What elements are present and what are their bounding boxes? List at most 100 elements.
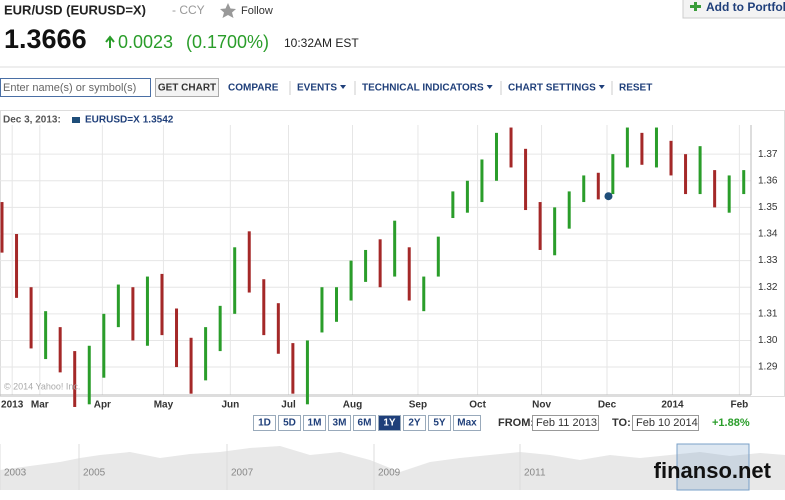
x-tick-label: Apr — [94, 400, 111, 411]
range-label[interactable]: Max — [457, 418, 477, 429]
y-tick-label: 1.30 — [758, 335, 778, 346]
up-arrow — [105, 35, 115, 48]
x-tick-label: 2014 — [661, 400, 684, 411]
range-label[interactable]: 2Y — [408, 418, 421, 429]
price-bar — [58, 327, 62, 373]
tooltip-series: EURUSD=X — [85, 115, 140, 126]
range-label[interactable]: 1M — [308, 418, 322, 429]
price-bar — [524, 148, 528, 211]
toolbar-link[interactable]: RESET — [619, 83, 652, 94]
time: 10:32AM EST — [284, 36, 359, 50]
navigator-window[interactable] — [676, 443, 750, 491]
price-bar — [567, 191, 571, 229]
toolbar-link[interactable]: EVENTS — [297, 83, 337, 94]
price-bar — [305, 340, 309, 405]
range-label[interactable]: 6M — [358, 418, 372, 429]
symbol-input[interactable] — [0, 78, 151, 97]
get-chart-button[interactable] — [155, 78, 219, 97]
price-bar — [465, 180, 469, 213]
price-bar — [44, 311, 48, 360]
x-tick-label: 2013 — [1, 400, 24, 411]
range-button[interactable] — [253, 415, 276, 431]
tooltip-date: Dec 3, 2013: — [3, 115, 61, 126]
from-input[interactable] — [532, 415, 599, 431]
x-tick-label: Jul — [281, 400, 296, 411]
x-tick-label: Aug — [343, 400, 362, 411]
x-tick-label: Mar — [31, 400, 49, 411]
toolbar-link[interactable]: COMPARE — [228, 83, 279, 94]
price-bar — [0, 202, 4, 253]
price-bar — [87, 345, 91, 405]
price-bar — [320, 287, 324, 333]
price-bar — [160, 273, 164, 336]
toolbar-link[interactable]: CHART SETTINGS — [508, 83, 596, 94]
price-bar — [625, 127, 629, 168]
price-bar — [553, 207, 557, 256]
price-bar — [247, 231, 251, 293]
y-tick-label: 1.32 — [758, 282, 778, 293]
x-tick-label: Jun — [221, 400, 239, 411]
get-chart-label[interactable]: GET CHART — [158, 83, 216, 94]
navigator-area — [0, 446, 785, 490]
price-bar — [596, 172, 600, 200]
price-bar — [422, 276, 426, 312]
price-bar — [335, 287, 339, 322]
x-tick-label: Nov — [532, 400, 551, 411]
symbol-title: EUR/USD (EURUSD=X) — [4, 2, 146, 17]
price-bar — [204, 327, 208, 381]
price-bar — [654, 127, 658, 168]
range-button[interactable] — [303, 415, 326, 431]
range-button[interactable] — [453, 415, 481, 431]
price-bar — [102, 313, 106, 378]
range-button[interactable] — [378, 415, 401, 431]
tooltip-marker — [604, 192, 613, 201]
to-date[interactable]: Feb 10 2014 — [636, 417, 698, 429]
price-bar — [684, 154, 688, 195]
range-button[interactable] — [353, 415, 376, 431]
y-tick-label: 1.34 — [758, 229, 778, 240]
range-label[interactable]: 5Y — [433, 418, 446, 429]
price-bar — [451, 191, 455, 219]
price-bar — [698, 146, 702, 195]
price-bar — [29, 287, 33, 349]
to-input[interactable] — [632, 415, 699, 431]
x-tick-label: Dec — [598, 400, 617, 411]
portfolio-button[interactable] — [682, 0, 785, 19]
y-tick-label: 1.35 — [758, 202, 778, 213]
price-bar — [73, 351, 77, 407]
follow-star[interactable] — [220, 3, 236, 18]
from-date[interactable]: Feb 11 2013 — [536, 417, 597, 429]
y-tick-label: 1.36 — [758, 175, 778, 186]
range-label[interactable]: 3M — [333, 418, 347, 429]
category: - CCY — [172, 3, 205, 17]
range-button[interactable] — [428, 415, 451, 431]
navigator-year: 2007 — [231, 468, 254, 479]
price-bar — [509, 127, 513, 168]
price-bar — [189, 337, 193, 394]
range-button[interactable] — [328, 415, 351, 431]
toolbar-link[interactable]: TECHNICAL INDICATORS — [362, 83, 484, 94]
tooltip-value: 1.3542 — [143, 115, 174, 126]
portfolio-label[interactable]: Add to Portfoli — [706, 0, 785, 14]
price: 1.3666 — [4, 24, 87, 54]
to-label: TO: — [612, 417, 631, 429]
input-placeholder[interactable]: Enter name(s) or symbol(s) — [3, 82, 136, 94]
range-button[interactable] — [403, 415, 426, 431]
range-label[interactable]: 1Y — [383, 418, 396, 429]
price-bar — [131, 287, 135, 341]
price-bar — [393, 220, 397, 277]
price-bar — [378, 239, 382, 288]
price-bar — [218, 305, 222, 352]
range-label[interactable]: 1D — [258, 418, 271, 429]
x-tick-label: May — [154, 400, 174, 411]
range-button[interactable] — [278, 415, 301, 431]
price-bar — [407, 247, 411, 301]
range-label[interactable]: 5D — [283, 418, 296, 429]
change-pct: (0.1700%) — [186, 32, 269, 52]
follow[interactable]: Follow — [241, 5, 273, 17]
y-tick-label: 1.33 — [758, 255, 778, 266]
price-bar — [742, 170, 746, 195]
dropdown-caret — [486, 85, 493, 89]
